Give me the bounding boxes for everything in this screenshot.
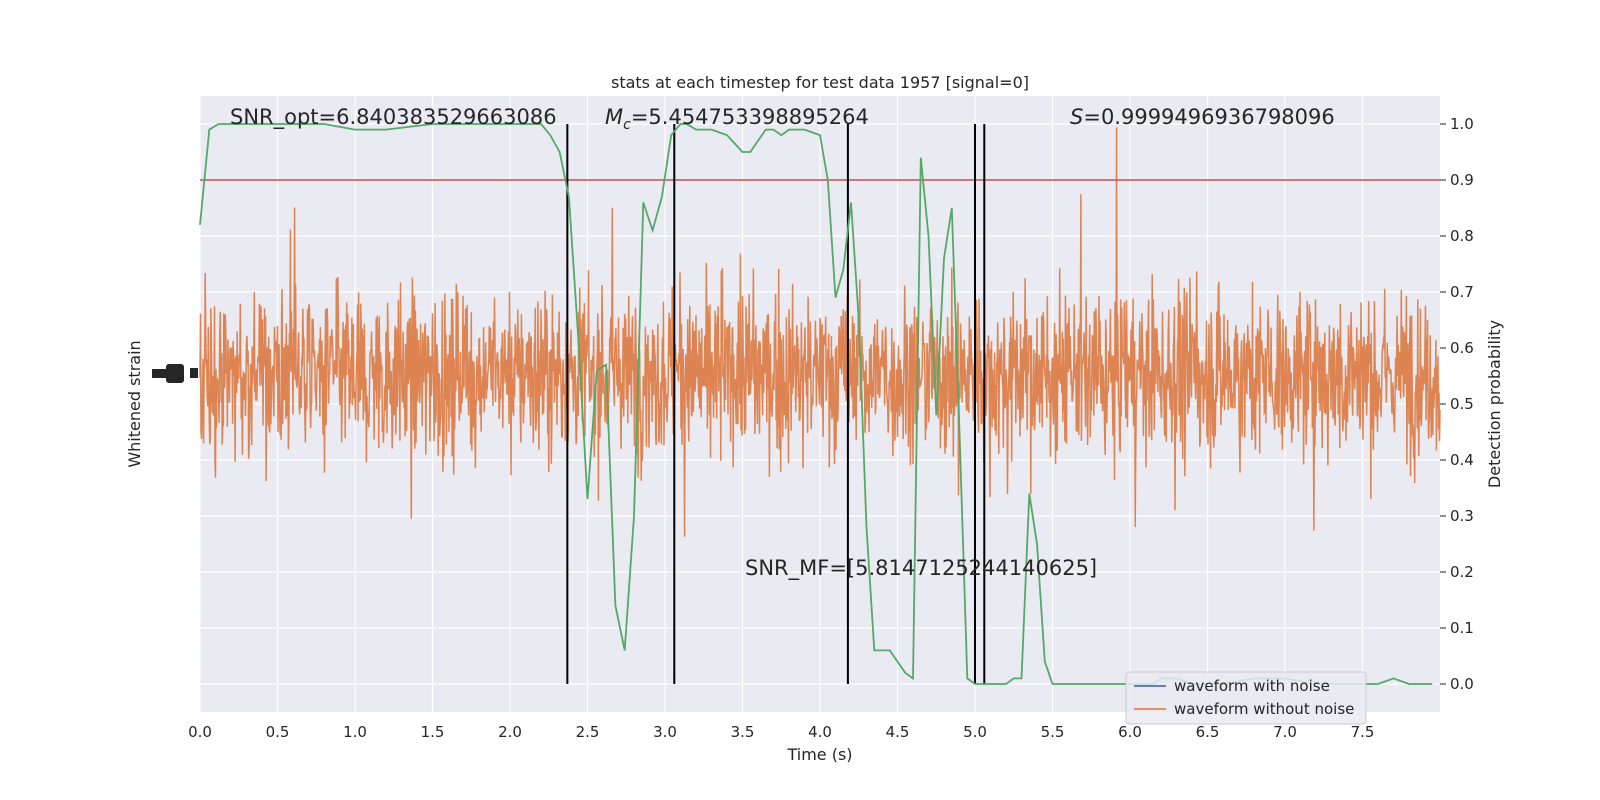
x-axis-ticks: 0.0 0.5 1.0 1.5 2.0 2.5 3.0 3.5 4.0 4.5 5.0 5.5 6.0 6… (188, 723, 1374, 741)
x-tick-label: 3.5 (731, 723, 755, 741)
legend-label-with-noise: waveform with noise (1174, 677, 1330, 695)
x-tick-label: 5.0 (963, 723, 987, 741)
left-axis-tick-labels (152, 364, 198, 383)
strain-series-without-noise (199, 127, 1441, 537)
vertical-markers (566, 124, 986, 684)
x-tick-label: 3.0 (653, 723, 677, 741)
x-tick-label: 7.0 (1273, 723, 1297, 741)
x-axis-label: Time (s) (786, 745, 852, 764)
y-tick-label: 0.8 (1450, 227, 1474, 245)
chirp-mass-symbol: M (605, 105, 623, 129)
x-tick-label: 6.0 (1118, 723, 1142, 741)
y-right-axis-ticks: 0.0 0.1 0.2 0.3 0.4 0.5 0.6 0.7 0.8 0.9 1.0 (1440, 115, 1474, 693)
left-tick-blob (190, 368, 198, 378)
x-tick-label: 0.0 (188, 723, 212, 741)
legend-label-without-noise: waveform without noise (1174, 700, 1354, 718)
y-tick-label: 0.3 (1450, 507, 1474, 525)
x-tick-label: 1.0 (343, 723, 367, 741)
y-tick-label: 0.4 (1450, 451, 1474, 469)
y-tick-label: 0.2 (1450, 563, 1474, 581)
strain-trace (199, 127, 1441, 537)
chirp-mass-subscript: c (623, 117, 631, 133)
y-tick-label: 0.5 (1450, 395, 1474, 413)
x-tick-label: 1.5 (421, 723, 445, 741)
snr-opt-annotation: SNR_opt=6.840383529663086 (230, 105, 557, 130)
legend: waveform with noise waveform without noi… (1125, 671, 1367, 725)
y-tick-label: 0.9 (1450, 171, 1474, 189)
s-symbol: S (1070, 105, 1083, 129)
y-tick-label: 0.0 (1450, 675, 1474, 693)
y-tick-label: 0.7 (1450, 283, 1474, 301)
chirp-mass-value: =5.454753398895264 (631, 105, 869, 129)
y-axis-right-label: Detection probability (1485, 320, 1504, 488)
y-tick-label: 0.6 (1450, 339, 1474, 357)
x-tick-label: 2.0 (498, 723, 522, 741)
legend-box (1125, 671, 1367, 725)
y-tick-label: 1.0 (1450, 115, 1474, 133)
x-tick-label: 0.5 (266, 723, 290, 741)
x-tick-label: 5.5 (1041, 723, 1065, 741)
left-tick-blob (166, 364, 184, 383)
s-value: =0.9999496936798096 (1083, 105, 1334, 129)
x-tick-label: 7.5 (1351, 723, 1375, 741)
x-tick-label: 4.0 (808, 723, 832, 741)
x-tick-label: 4.5 (886, 723, 910, 741)
snr-mf-annotation: SNR_MF=[5.8147125244140625] (745, 556, 1097, 581)
chart-title: stats at each timestep for test data 195… (611, 73, 1029, 92)
x-tick-label: 6.5 (1196, 723, 1220, 741)
x-tick-label: 2.5 (576, 723, 600, 741)
y-axis-left-label: Whitened strain (125, 340, 144, 467)
s-annotation: S=0.9999496936798096 (1070, 105, 1335, 129)
chirp-mass-annotation: Mc=5.454753398895264 (605, 105, 869, 133)
y-tick-label: 0.1 (1450, 619, 1474, 637)
